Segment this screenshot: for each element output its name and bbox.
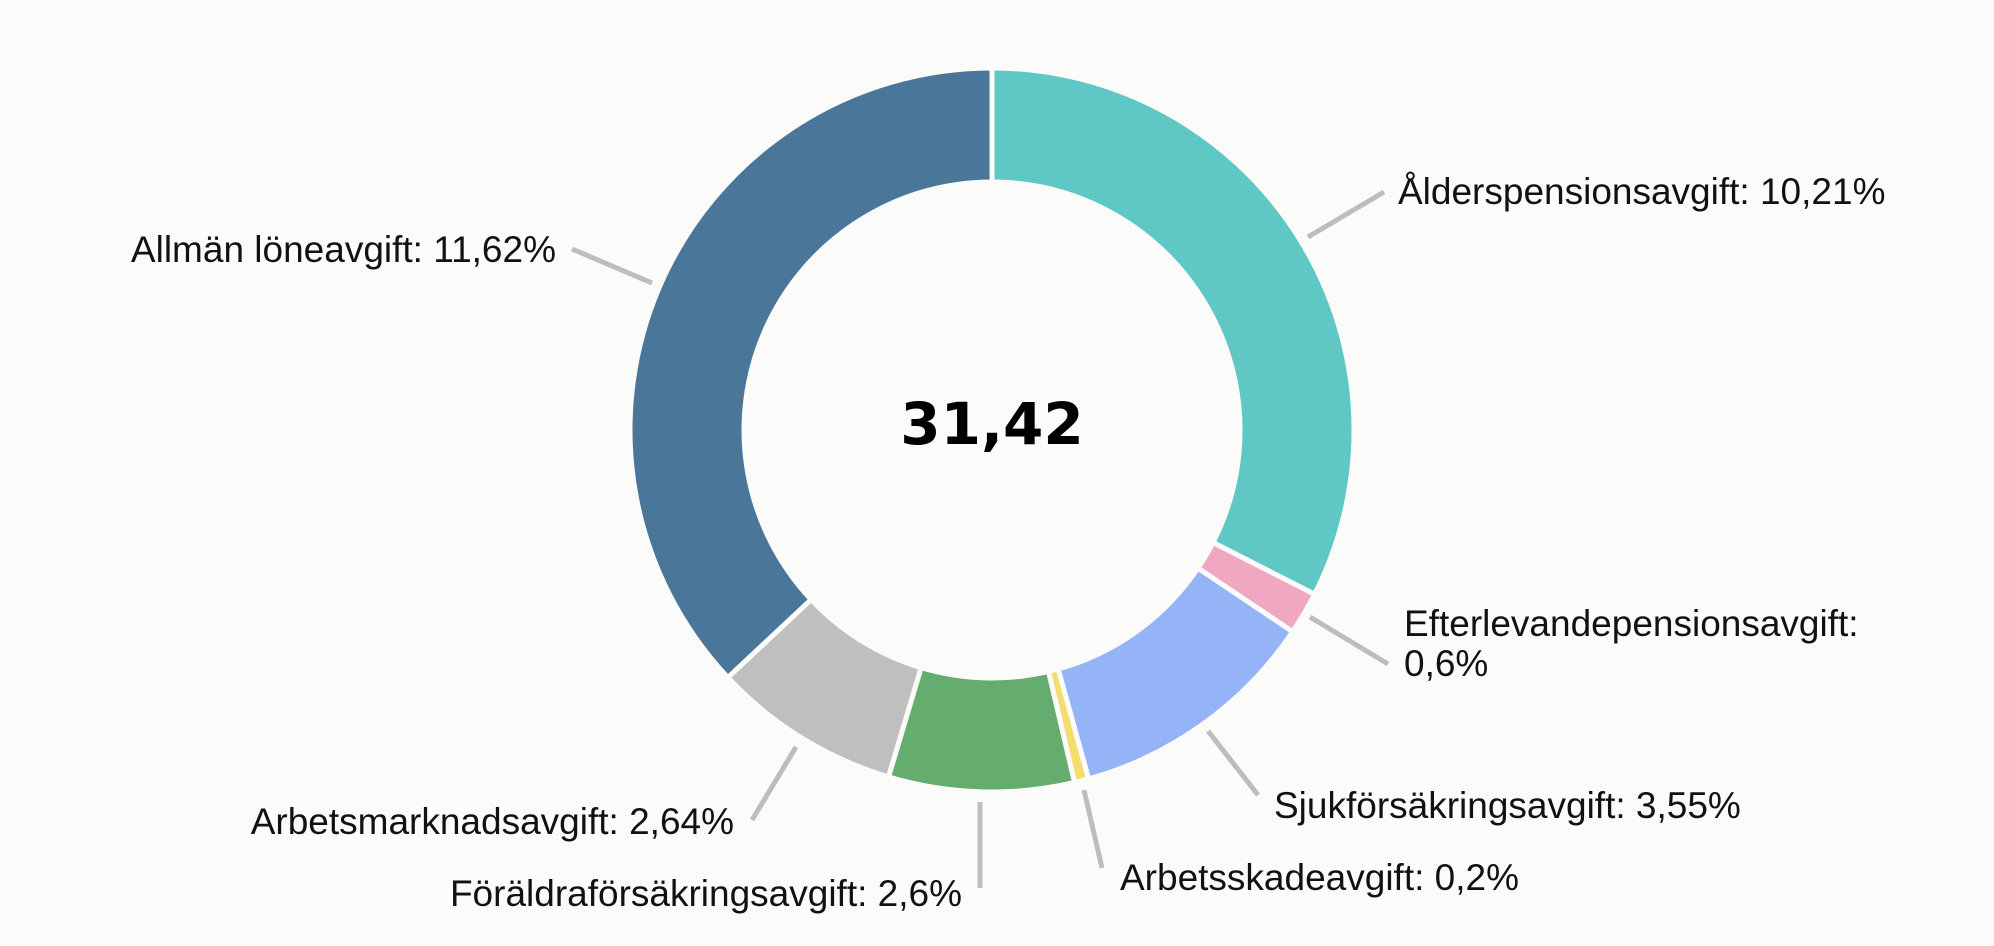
- leader-line: [1081, 789, 1105, 869]
- slice-labels: Ålderspensionsavgift: 10,21% Efterlevande…: [131, 171, 1886, 914]
- slice-label: Allmän löneavgift: 11,62%: [131, 229, 556, 270]
- leader-line: [1308, 614, 1390, 667]
- slice-label: Föräldraförsäkringsavgift: 2,6%: [450, 873, 962, 914]
- donut-slice: [989, 65, 1357, 598]
- leader-line: [1206, 729, 1260, 797]
- donut-slice: [627, 65, 995, 682]
- center-total-label: 31,42: [900, 390, 1083, 458]
- slice-label: Ålderspensionsavgift: 10,21%: [1398, 171, 1885, 212]
- leader-line: [749, 745, 799, 822]
- donut-slices: [627, 65, 1357, 795]
- leader-line: [1306, 189, 1386, 240]
- slice-label: Arbetsskadeavgift: 0,2%: [1120, 857, 1519, 898]
- slice-label: Arbetsmarknadsavgift: 2,64%: [251, 801, 734, 842]
- slice-label-line2: 0,6%: [1404, 643, 1488, 684]
- slice-label: Efterlevandepensionsavgift:: [1404, 603, 1859, 644]
- label-leader-lines: [571, 189, 1390, 888]
- leader-line: [571, 246, 653, 286]
- slice-label: Sjukförsäkringsavgift: 3,55%: [1274, 785, 1741, 826]
